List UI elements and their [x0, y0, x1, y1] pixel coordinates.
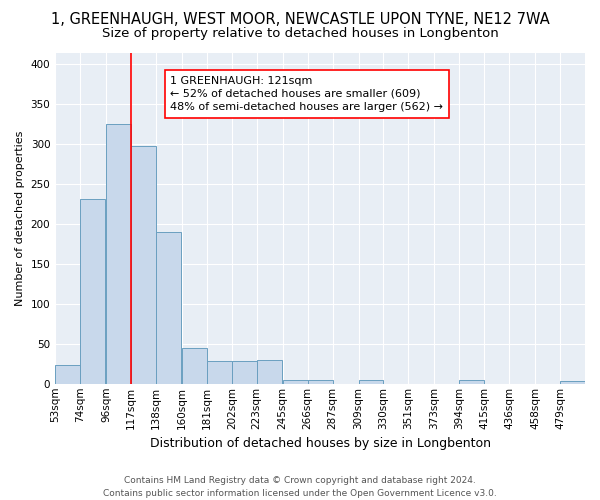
Bar [106, 124, 131, 384]
Bar [182, 348, 207, 384]
Y-axis label: Number of detached properties: Number of detached properties [15, 130, 25, 306]
Bar [131, 146, 156, 384]
Text: 1 GREENHAUGH: 121sqm
← 52% of detached houses are smaller (609)
48% of semi-deta: 1 GREENHAUGH: 121sqm ← 52% of detached h… [170, 76, 443, 112]
Bar [80, 198, 105, 384]
Bar [232, 360, 257, 384]
Bar [156, 232, 181, 384]
Bar [257, 360, 281, 384]
Bar [359, 380, 383, 384]
Text: Size of property relative to detached houses in Longbenton: Size of property relative to detached ho… [101, 28, 499, 40]
Text: 1, GREENHAUGH, WEST MOOR, NEWCASTLE UPON TYNE, NE12 7WA: 1, GREENHAUGH, WEST MOOR, NEWCASTLE UPON… [50, 12, 550, 28]
Bar [283, 380, 308, 384]
Bar [460, 380, 484, 384]
Bar [560, 382, 585, 384]
Text: Contains HM Land Registry data © Crown copyright and database right 2024.
Contai: Contains HM Land Registry data © Crown c… [103, 476, 497, 498]
Bar [55, 364, 80, 384]
X-axis label: Distribution of detached houses by size in Longbenton: Distribution of detached houses by size … [149, 437, 491, 450]
Bar [207, 360, 232, 384]
Bar [308, 380, 332, 384]
